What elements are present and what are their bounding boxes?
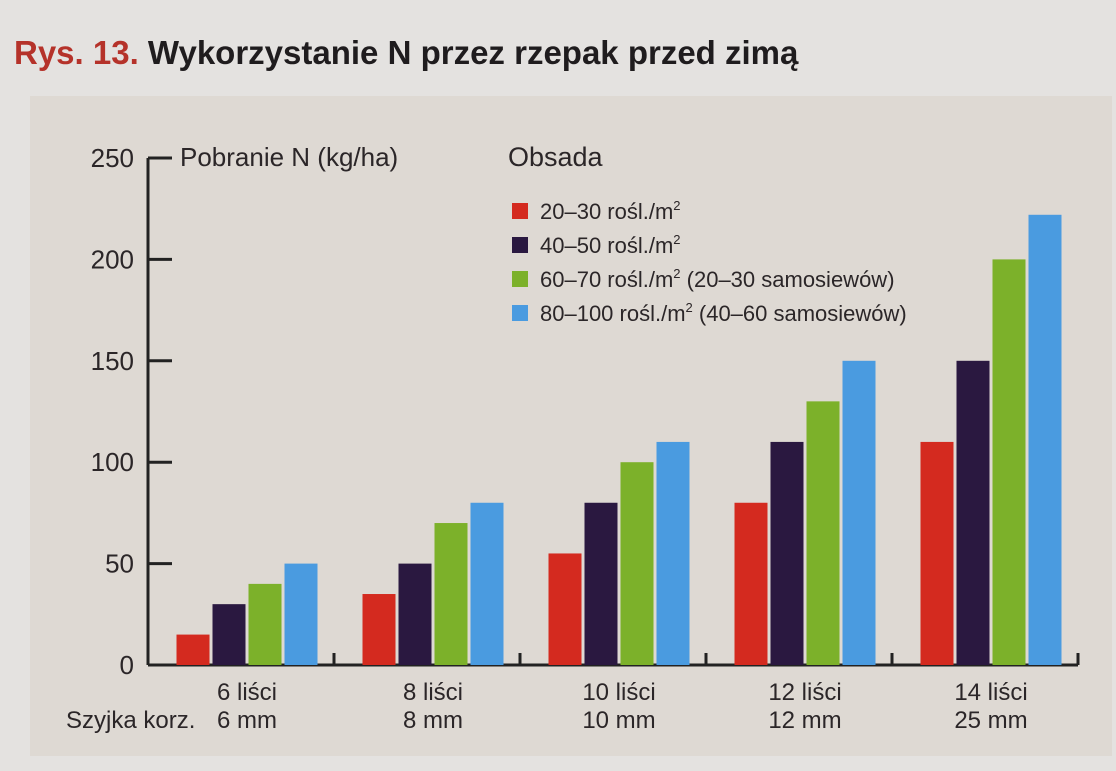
x-category-label: 6 liści: [217, 679, 277, 706]
bar-1: [548, 553, 582, 665]
bar-1: [734, 502, 768, 665]
x-category-sublabel: 12 mm: [768, 707, 841, 734]
bar-2: [770, 441, 804, 665]
bar-3: [620, 462, 654, 665]
bar-1: [362, 594, 396, 665]
x-category-sublabel: 25 mm: [954, 707, 1027, 734]
bar-3: [992, 259, 1026, 665]
y-tick-label: 100: [91, 447, 134, 477]
figure-number: Rys. 13.: [14, 34, 139, 71]
bar-chart: 0 50 100 150 200 250 Pobranie N (kg/ha) 6 liści…: [66, 142, 1080, 734]
bar-2: [956, 360, 990, 665]
y-tick-label: 50: [105, 549, 134, 579]
y-tick-label: 200: [91, 244, 134, 274]
legend-title: Obsada: [508, 142, 604, 172]
bar-2: [212, 604, 246, 665]
bar-2: [584, 502, 618, 665]
x-row-label: Szyjka korz.: [66, 707, 195, 734]
legend-label: 80–100 rośl./m2 (40–60 samosiewów): [540, 300, 907, 326]
x-category-sublabel: 8 mm: [403, 707, 463, 734]
bar-1: [176, 634, 210, 665]
x-category-label: 8 liści: [403, 679, 463, 706]
bar-2: [398, 563, 432, 665]
legend-label: 40–50 rośl./m2: [540, 232, 681, 258]
bar-4: [656, 441, 690, 665]
bar-4: [842, 360, 876, 665]
legend-swatch: [512, 237, 528, 253]
legend-swatch: [512, 271, 528, 287]
legend-swatch: [512, 305, 528, 321]
bar-1: [920, 441, 954, 665]
bar-3: [806, 401, 840, 665]
chart-panel: 0 50 100 150 200 250 Pobranie N (kg/ha) 6 liści…: [30, 96, 1112, 756]
x-category-label: 14 liści: [954, 679, 1027, 706]
y-tick-label: 250: [91, 143, 134, 173]
y-tick-label: 150: [91, 346, 134, 376]
y-tick-label: 0: [120, 650, 134, 680]
y-axis-title: Pobranie N (kg/ha): [180, 142, 398, 172]
figure-title: Rys. 13. Wykorzystanie N przez rzepak pr…: [14, 34, 798, 72]
bar-4: [1028, 214, 1062, 665]
bar-3: [434, 523, 468, 665]
x-category-label: 10 liści: [582, 679, 655, 706]
x-category-sublabel: 6 mm: [217, 707, 277, 734]
bar-4: [470, 502, 504, 665]
bar-4: [284, 563, 318, 665]
x-category-label: 12 liści: [768, 679, 841, 706]
bar-3: [248, 583, 282, 665]
legend-label: 20–30 rośl./m2: [540, 198, 681, 224]
legend-swatch: [512, 203, 528, 219]
figure-title-text: Wykorzystanie N przez rzepak przed zimą: [147, 34, 799, 71]
x-category-sublabel: 10 mm: [582, 707, 655, 734]
legend-label: 60–70 rośl./m2 (20–30 samosiewów): [540, 266, 895, 292]
